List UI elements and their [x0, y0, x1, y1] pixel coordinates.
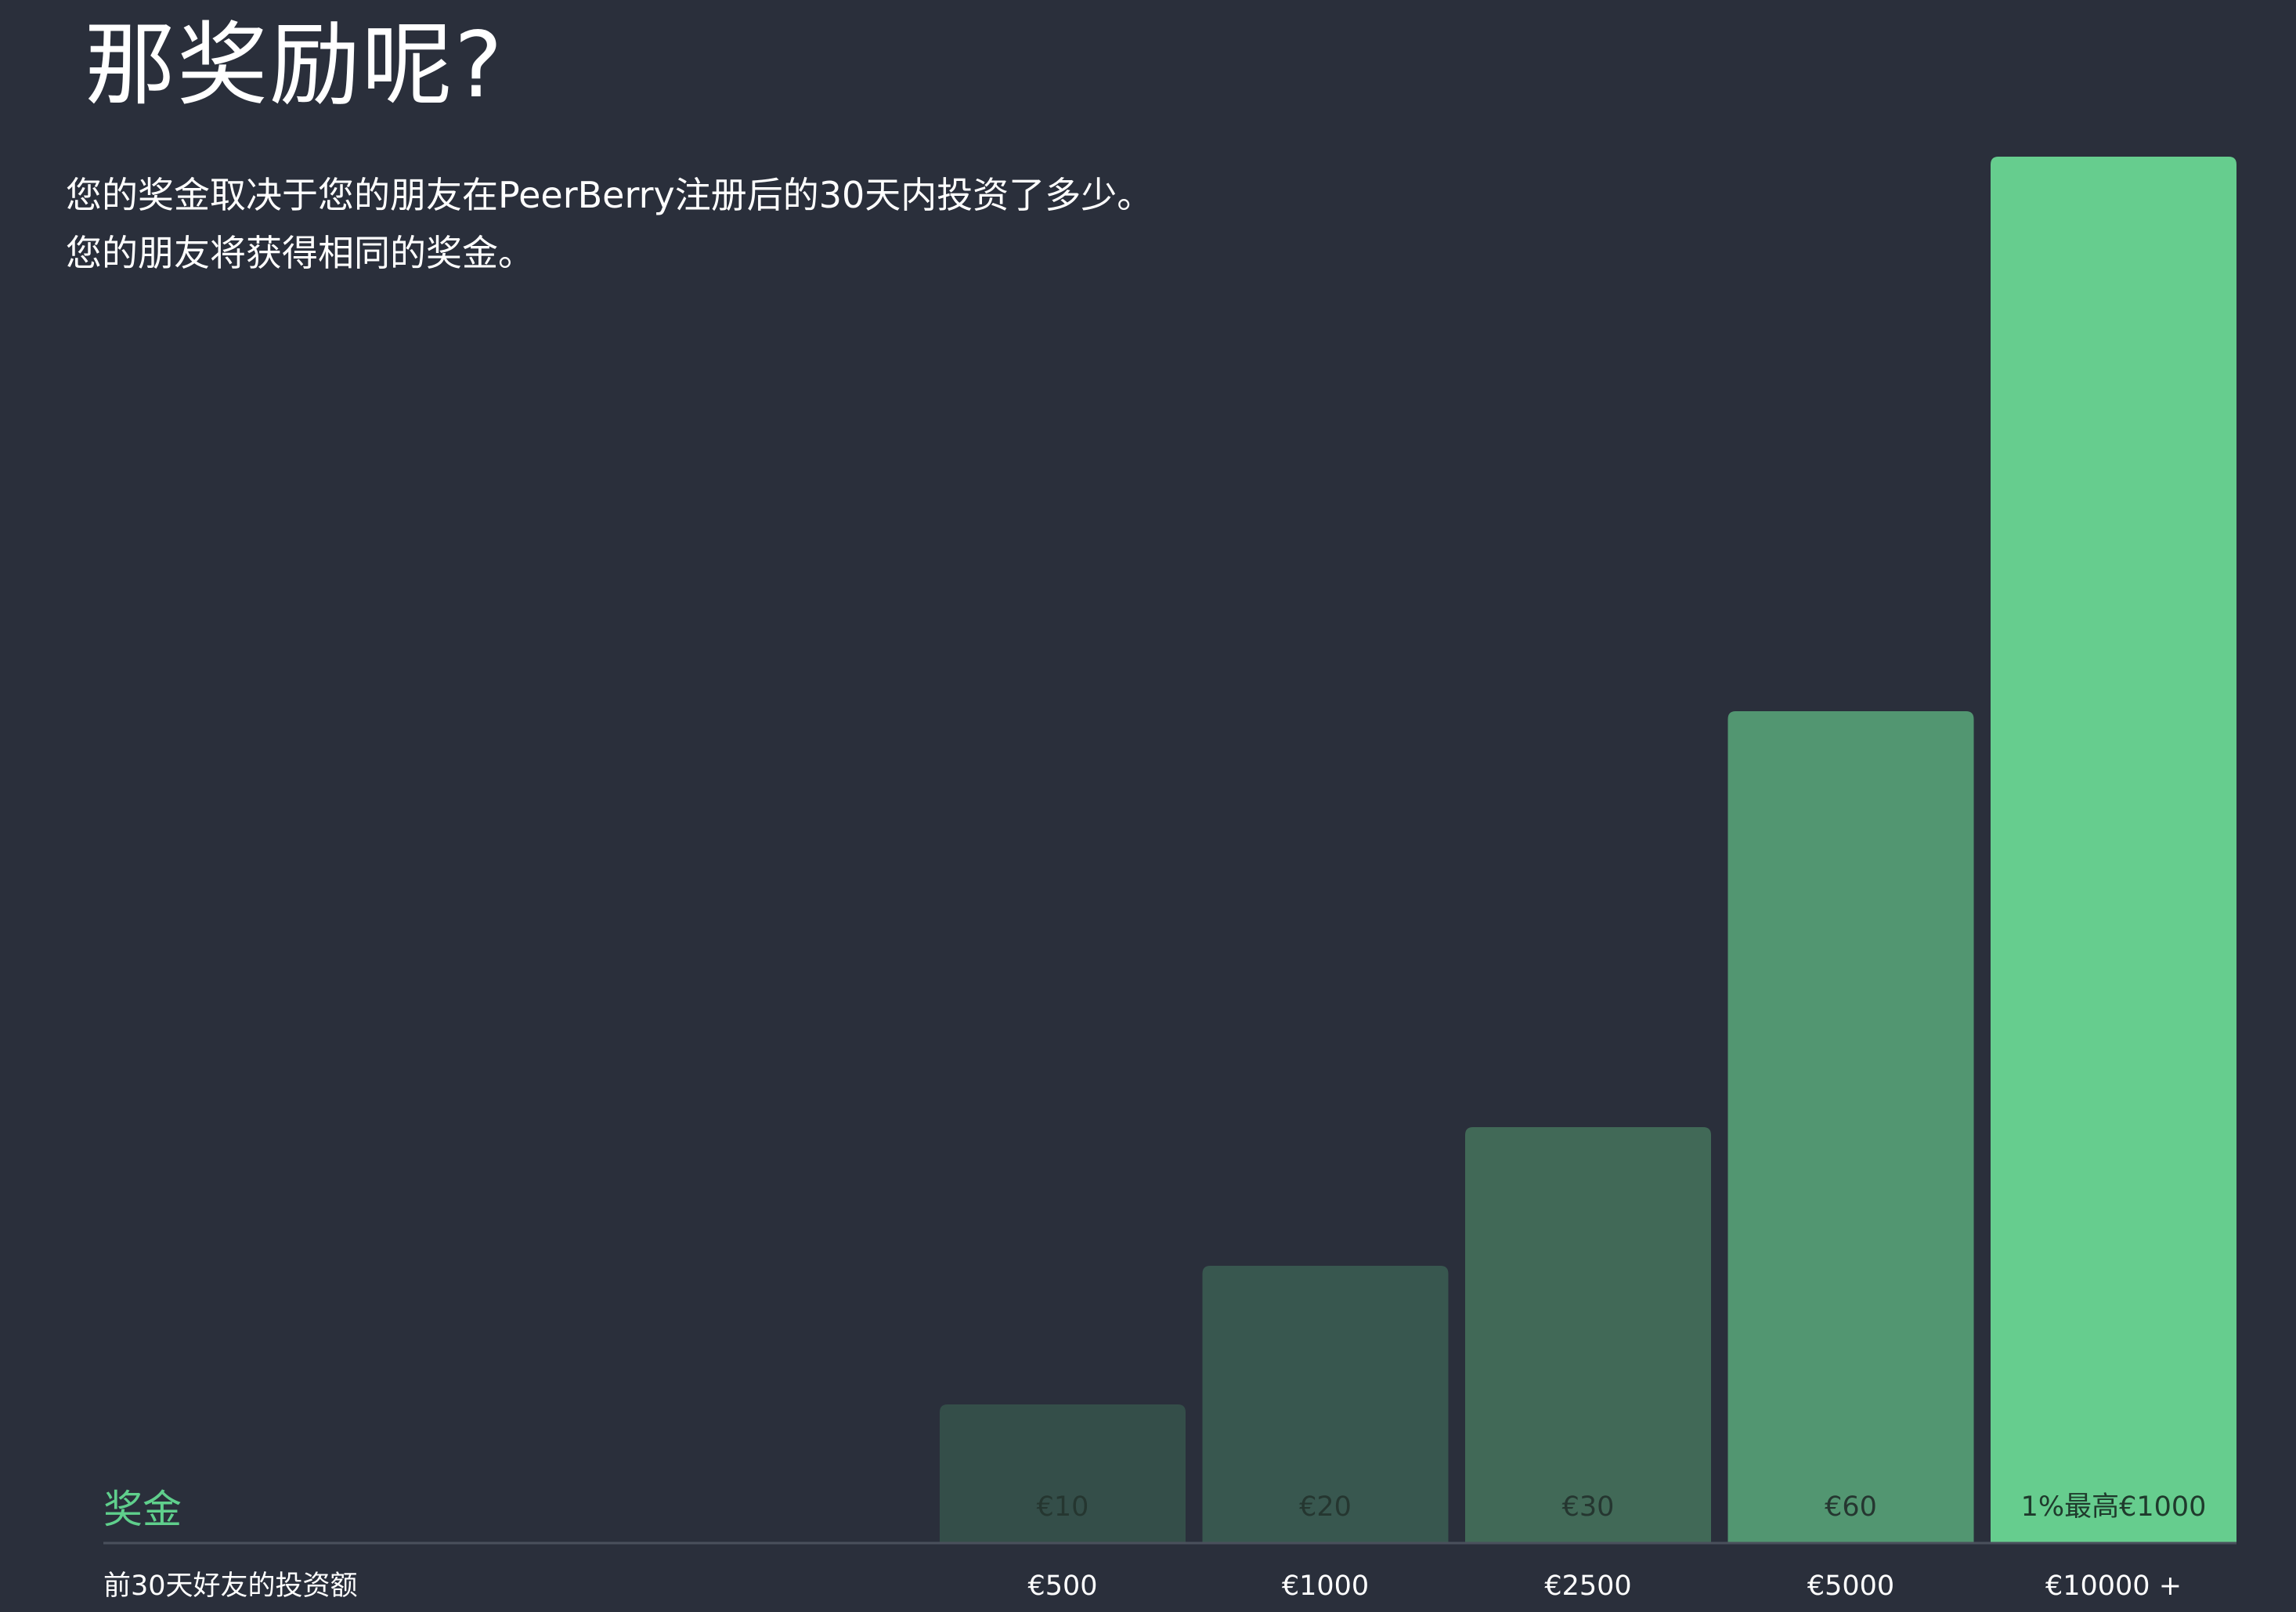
x-tick-label-5: €10000 + [2045, 1570, 2182, 1602]
bar-value-label-1: €10 [1037, 1491, 1089, 1523]
x-tick-label-2: €1000 [1282, 1570, 1369, 1602]
bar-4 [1727, 711, 1974, 1543]
investment-row-label: 前30天好友的投资额 [103, 1570, 358, 1602]
bars-group [940, 157, 2236, 1543]
description-line-2: 您的朋友将获得相同的奖金。 [66, 232, 534, 274]
tick-labels-group: €500 €1000 €2500 €5000 €10000 + [1027, 1570, 2182, 1602]
bar-value-label-5: 1%最高€1000 [2021, 1491, 2207, 1523]
x-tick-label-4: €5000 [1807, 1570, 1894, 1602]
bar-value-label-3: €30 [1562, 1491, 1615, 1523]
description: 您的奖金取决于您的朋友在PeerBerry注册后的30天内投资了多少。 您的朋友… [66, 166, 1153, 282]
bar-value-label-4: €60 [1825, 1491, 1877, 1523]
bar-2 [1202, 1266, 1449, 1543]
page-title: 那奖励呢? [85, 13, 504, 118]
value-labels-group: €10 €20 €30 €60 1%最高€1000 [1037, 1491, 2207, 1523]
bonus-row-label: 奖金 [103, 1487, 182, 1532]
x-tick-label-3: €2500 [1544, 1570, 1631, 1602]
x-tick-label-1: €500 [1027, 1570, 1097, 1602]
bar-value-label-2: €20 [1299, 1491, 1352, 1523]
bar-3 [1465, 1127, 1711, 1543]
bar-5 [1991, 157, 2236, 1543]
description-line-1: 您的奖金取决于您的朋友在PeerBerry注册后的30天内投资了多少。 [66, 174, 1153, 216]
bar-1 [940, 1404, 1186, 1543]
